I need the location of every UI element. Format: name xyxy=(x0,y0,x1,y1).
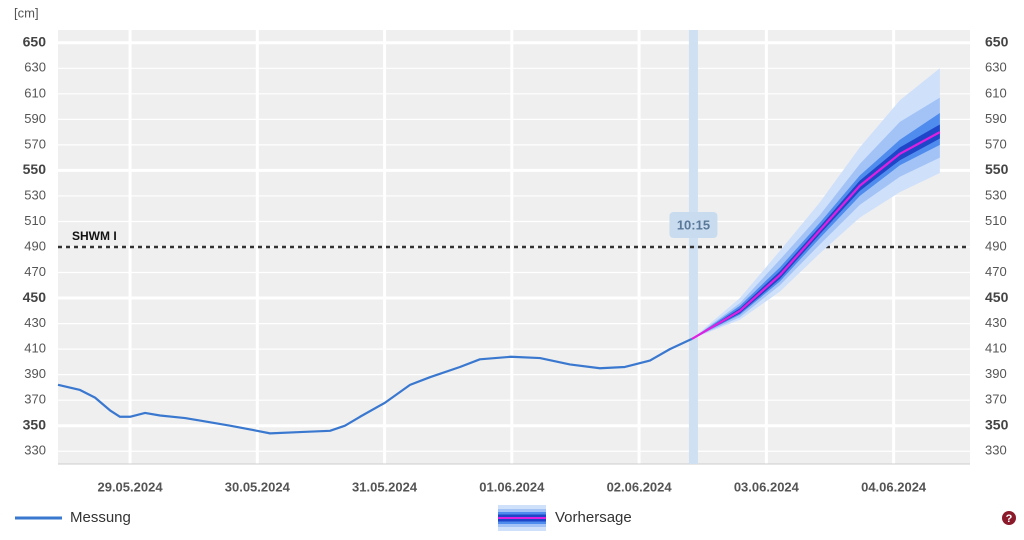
series-line xyxy=(57,337,693,435)
y-tick-label-right: 590 xyxy=(985,111,1007,126)
y-tick-label: 470 xyxy=(24,264,46,279)
x-tick-label: 03.06.2024 xyxy=(734,479,800,494)
x-tick-label: 01.06.2024 xyxy=(479,479,545,494)
x-tick-label: 31.05.2024 xyxy=(352,479,418,494)
y-tick-label: 610 xyxy=(24,85,46,100)
y-tick-label-right: 350 xyxy=(985,416,1009,432)
y-axis-label: [cm] xyxy=(14,5,39,20)
y-tick-label-right: 450 xyxy=(985,289,1009,305)
y-tick-label-right: 510 xyxy=(985,213,1007,228)
y-tick-label: 330 xyxy=(24,443,46,458)
x-tick-label: 02.06.2024 xyxy=(607,479,673,494)
y-tick-label: 410 xyxy=(24,341,46,356)
y-tick-label-right: 410 xyxy=(985,341,1007,356)
now-label-box xyxy=(669,212,718,238)
y-tick-label: 630 xyxy=(24,60,46,75)
y-tick-label-right: 550 xyxy=(985,161,1009,177)
forecast-band xyxy=(691,124,940,339)
y-tick-label-right: 490 xyxy=(985,238,1007,253)
y-tick-label-right: 370 xyxy=(985,392,1007,407)
legend-label: Vorhersage xyxy=(555,509,632,526)
y-tick-label-right: 430 xyxy=(985,315,1007,330)
x-tick-label: 30.05.2024 xyxy=(225,479,291,494)
x-tick-label: 04.06.2024 xyxy=(861,479,927,494)
y-tick-label: 530 xyxy=(24,187,46,202)
y-tick-label: 490 xyxy=(24,238,46,253)
y-tick-label-right: 610 xyxy=(985,85,1007,100)
y-tick-label-right: 330 xyxy=(985,443,1007,458)
y-tick-label-right: 630 xyxy=(985,60,1007,75)
y-tick-label-right: 650 xyxy=(985,33,1009,49)
y-tick-label: 430 xyxy=(24,315,46,330)
y-tick-label: 590 xyxy=(24,111,46,126)
y-tick-label: 370 xyxy=(24,392,46,407)
threshold-label: SHWM I xyxy=(72,229,117,243)
forecast-band xyxy=(691,68,940,339)
y-tick-label: 390 xyxy=(24,366,46,381)
y-tick-label-right: 530 xyxy=(985,187,1007,202)
y-tick-label: 570 xyxy=(24,136,46,151)
y-tick-label-right: 470 xyxy=(985,264,1007,279)
y-tick-label: 550 xyxy=(23,161,47,177)
y-tick-label: 350 xyxy=(23,416,47,432)
svg-text:?: ? xyxy=(1006,513,1013,525)
y-tick-label: 510 xyxy=(24,213,46,228)
x-tick-label: 29.05.2024 xyxy=(97,479,163,494)
help-icon[interactable]: ? xyxy=(1002,511,1016,525)
y-tick-label: 650 xyxy=(23,33,47,49)
series-line xyxy=(691,131,941,340)
now-label: 10:15 xyxy=(677,217,710,232)
y-tick-label: 450 xyxy=(23,289,47,305)
y-tick-label-right: 570 xyxy=(985,136,1007,151)
legend-label: Messung xyxy=(70,509,131,526)
y-tick-label-right: 390 xyxy=(985,366,1007,381)
forecast-band xyxy=(691,97,940,339)
